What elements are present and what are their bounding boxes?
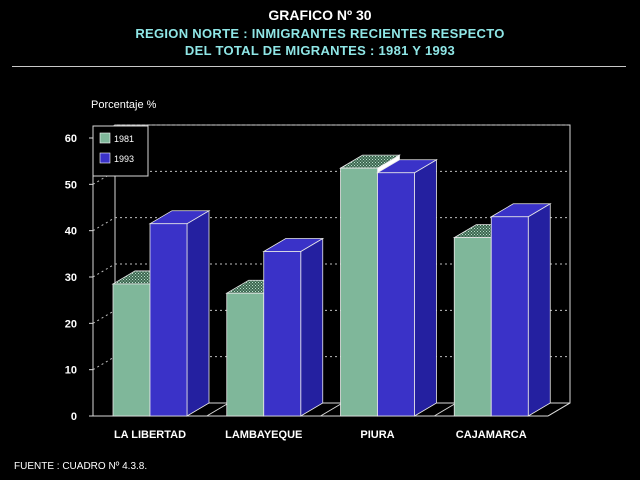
gridline-side bbox=[92, 309, 116, 324]
y-tick-label: 10 bbox=[65, 365, 77, 377]
bar-piura-1981 bbox=[340, 167, 378, 417]
bar-piura-1993 bbox=[377, 172, 415, 417]
y-tick-label: 50 bbox=[65, 179, 77, 191]
bar-side-lambayeque-1993 bbox=[300, 237, 324, 417]
y-tick-label: 0 bbox=[71, 411, 77, 423]
gridline-side bbox=[92, 263, 116, 278]
chart-subtitle-line-1: REGION NORTE : INMIGRANTES RECIENTES RES… bbox=[135, 26, 505, 41]
x-category-label: PIURA bbox=[360, 429, 394, 441]
floor-divider bbox=[547, 402, 571, 417]
bar-lambayeque-1981 bbox=[226, 292, 265, 417]
gridline-side bbox=[92, 217, 116, 232]
legend-swatch-1981 bbox=[99, 132, 111, 144]
legend-label-1981: 1981 bbox=[114, 134, 134, 144]
source-note: FUENTE : CUADRO Nº 4.3.8. bbox=[14, 461, 148, 472]
y-tick-label: 30 bbox=[65, 272, 77, 284]
legend-swatch-1993 bbox=[99, 152, 111, 164]
bar-cajamarca-1981 bbox=[453, 237, 492, 417]
bar-la-libertad-1993 bbox=[149, 223, 188, 417]
chart-title: GRAFICO Nº 30 bbox=[268, 7, 372, 23]
floor-divider bbox=[320, 402, 343, 417]
y-axis-label: Porcentaje % bbox=[91, 99, 157, 111]
floor-divider bbox=[433, 402, 457, 417]
gridline-side bbox=[92, 356, 116, 371]
legend-box bbox=[92, 125, 149, 177]
floor-divider bbox=[206, 402, 230, 417]
bar-cajamarca-1993 bbox=[490, 216, 529, 417]
bar-lambayeque-1993 bbox=[263, 251, 302, 417]
bar-side-cajamarca-1993 bbox=[527, 203, 551, 417]
legend-label-1993: 1993 bbox=[114, 154, 134, 164]
bar-side-piura-1993 bbox=[414, 159, 437, 417]
x-category-label: LAMBAYEQUE bbox=[225, 429, 302, 441]
y-tick-label: 40 bbox=[65, 226, 77, 238]
x-category-label: LA LIBERTAD bbox=[114, 429, 186, 441]
x-category-label: CAJAMARCA bbox=[456, 429, 527, 441]
chart-subtitle-line-2: DEL TOTAL DE MIGRANTES : 1981 Y 1993 bbox=[184, 43, 456, 58]
title-divider bbox=[12, 66, 626, 67]
bar-la-libertad-1981 bbox=[112, 283, 151, 417]
bar-side-la-libertad-1993 bbox=[186, 210, 210, 417]
y-tick-label: 60 bbox=[65, 133, 77, 145]
y-tick-label: 20 bbox=[65, 318, 77, 330]
